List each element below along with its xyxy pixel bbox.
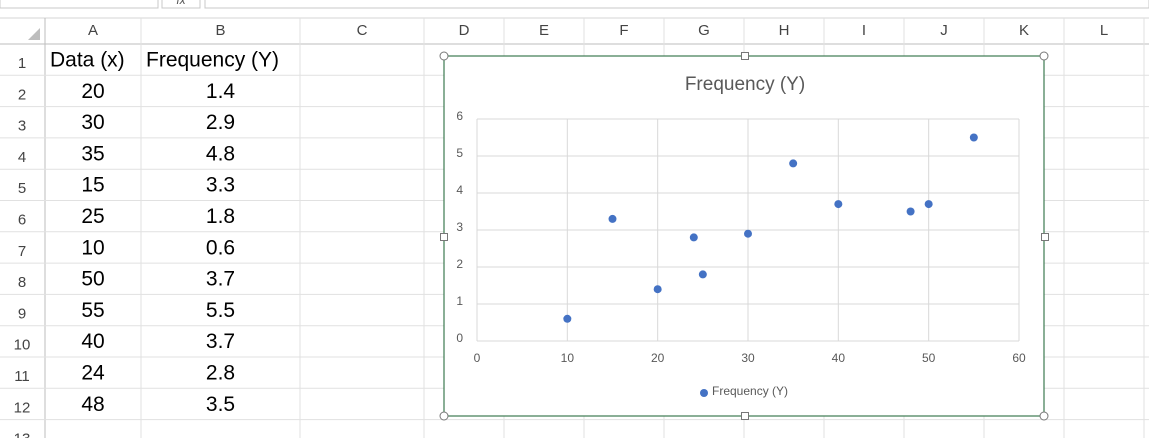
- column-header[interactable]: D: [459, 22, 470, 39]
- legend-marker: [700, 389, 708, 397]
- point: [608, 214, 617, 223]
- y-tick-label: 4: [456, 183, 463, 197]
- select-all[interactable]: [28, 28, 40, 40]
- cell[interactable]: 40: [81, 330, 104, 353]
- y-tick-label: 3: [456, 220, 463, 234]
- x-tick-label: 30: [741, 351, 755, 365]
- cell[interactable]: 3.7: [206, 330, 235, 353]
- row-header[interactable]: 1: [18, 55, 26, 72]
- x-tick-label: 50: [922, 351, 936, 365]
- column-header[interactable]: A: [88, 22, 98, 39]
- row-header[interactable]: 11: [14, 368, 30, 385]
- resize-handle[interactable]: [1039, 51, 1049, 61]
- point: [698, 270, 707, 279]
- cell[interactable]: 1.8: [206, 205, 235, 228]
- chart-area[interactable]: [443, 55, 1045, 417]
- row-header[interactable]: 7: [18, 243, 26, 260]
- y-tick-label: 0: [456, 331, 463, 345]
- cell[interactable]: 1.4: [206, 80, 236, 103]
- row-header[interactable]: 6: [18, 211, 26, 228]
- row-header[interactable]: 8: [18, 274, 26, 291]
- y-tick-label: 6: [456, 109, 463, 123]
- row-header[interactable]: 10: [14, 337, 31, 354]
- column-header[interactable]: L: [1100, 22, 1108, 39]
- cell[interactable]: Data (x): [50, 49, 125, 72]
- point: [744, 229, 752, 238]
- point: [689, 233, 698, 242]
- resize-handle[interactable]: [439, 51, 449, 61]
- cell[interactable]: 20: [81, 80, 104, 103]
- row-header[interactable]: 12: [14, 399, 31, 416]
- resize-handle[interactable]: [1039, 411, 1049, 421]
- resize-handle[interactable]: [440, 233, 448, 241]
- resize-handle[interactable]: [439, 411, 449, 421]
- row-header[interactable]: 2: [18, 86, 26, 103]
- point: [653, 285, 662, 294]
- x-tick-label: 60: [1012, 351, 1026, 365]
- cell[interactable]: 3.3: [206, 174, 235, 197]
- cell[interactable]: 0.6: [206, 236, 235, 259]
- cell[interactable]: 24: [81, 362, 105, 385]
- fx-button[interactable]: [161, 0, 201, 9]
- row-header[interactable]: 5: [18, 180, 26, 197]
- point: [906, 207, 915, 216]
- cell[interactable]: 15: [81, 174, 104, 197]
- formula-input[interactable]: [204, 0, 1149, 9]
- legend-label: Frequency (Y): [712, 384, 788, 398]
- name-box[interactable]: [0, 0, 159, 9]
- fx-label: fx: [176, 0, 186, 7]
- cell[interactable]: 30: [81, 111, 104, 134]
- y-tick-label: 1: [456, 294, 463, 308]
- cell[interactable]: 25: [81, 205, 104, 228]
- row-header[interactable]: 13: [14, 431, 31, 438]
- x-tick-label: 10: [561, 351, 575, 365]
- column-header[interactable]: K: [1019, 22, 1029, 39]
- cell[interactable]: 4.8: [206, 142, 235, 165]
- cell[interactable]: 5.5: [206, 299, 235, 322]
- resize-handle[interactable]: [1041, 233, 1049, 241]
- column-header[interactable]: J: [940, 22, 948, 39]
- point: [924, 200, 933, 209]
- column-header[interactable]: I: [862, 22, 866, 39]
- cell[interactable]: 2.8: [206, 362, 235, 385]
- point: [969, 133, 978, 142]
- column-header[interactable]: E: [539, 22, 549, 39]
- cell[interactable]: 48: [81, 393, 104, 416]
- chart-title: Frequency (Y): [685, 74, 805, 95]
- cell[interactable]: 50: [81, 268, 104, 291]
- column-header[interactable]: G: [698, 22, 710, 39]
- column-header[interactable]: C: [357, 22, 368, 39]
- point: [563, 314, 572, 323]
- cell[interactable]: 3.5: [206, 393, 235, 416]
- x-tick-label: 0: [474, 351, 481, 365]
- x-tick-label: 20: [651, 351, 665, 365]
- cell[interactable]: 10: [81, 236, 104, 259]
- cell[interactable]: 55: [81, 299, 104, 322]
- point: [834, 200, 843, 209]
- column-header[interactable]: H: [779, 22, 790, 39]
- column-header[interactable]: B: [215, 22, 225, 39]
- x-tick-label: 40: [832, 351, 846, 365]
- cell[interactable]: 2.9: [206, 111, 235, 134]
- cell[interactable]: 35: [81, 142, 104, 165]
- point: [789, 159, 798, 168]
- y-tick-label: 5: [456, 146, 463, 160]
- column-header[interactable]: F: [619, 22, 628, 39]
- row-header[interactable]: 3: [18, 118, 26, 135]
- resize-handle[interactable]: [741, 52, 749, 60]
- y-tick-label: 2: [456, 257, 463, 271]
- cell[interactable]: Frequency (Y): [146, 49, 279, 72]
- cell[interactable]: 3.7: [206, 268, 235, 291]
- row-header[interactable]: 4: [18, 149, 26, 166]
- row-header[interactable]: 9: [18, 305, 26, 322]
- resize-handle[interactable]: [741, 412, 749, 420]
